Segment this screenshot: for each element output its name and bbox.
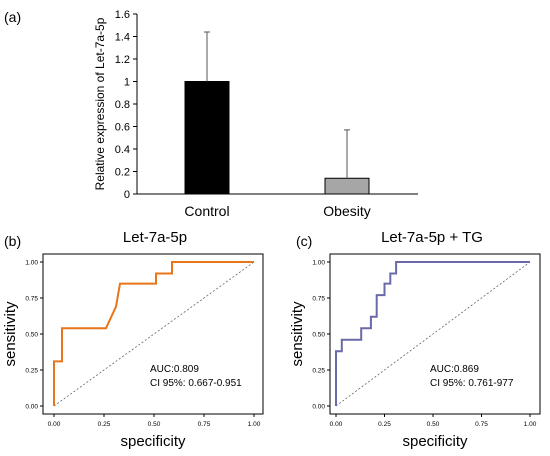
y-tick-label: 1.6 (115, 9, 130, 21)
y-tick-label: 0.50 (25, 332, 38, 339)
x-tick-label: 0.50 (427, 421, 440, 428)
roc-xlabel: specificity (402, 433, 468, 450)
roc-chart-let7a-tg: Let-7a-5p + TG specificity sensitivity A… (289, 229, 541, 450)
roc-xlabel: specificity (120, 433, 186, 450)
y-tick-label: 1 (124, 77, 130, 89)
roc-chart-let7a: Let-7a-5p specificity sensitivity AUC:0.… (2, 229, 264, 450)
x-tick-label: 1.00 (248, 421, 261, 428)
y-tick-label: 1.00 (25, 260, 38, 267)
y-tick-label: 0.4 (115, 144, 130, 156)
roc-auc-annotation: AUC:0.869 (430, 364, 479, 375)
x-tick-label: 0.50 (148, 421, 161, 428)
y-tick-label: 0.6 (115, 122, 130, 134)
y-tick-label: 0.8 (115, 99, 130, 111)
bar-chart-ylabel: Relative expression of Let-7a-5p (93, 17, 107, 190)
roc-title: Let-7a-5p + TG (381, 229, 483, 246)
x-tick-label: 0.00 (48, 421, 61, 428)
y-tick-label: 1.2 (115, 54, 130, 66)
y-tick-label: 0.25 (312, 368, 325, 375)
roc-auc-annotation: AUC:0.809 (150, 364, 199, 375)
y-tick-label: 0.2 (115, 167, 130, 179)
roc-curve (53, 261, 254, 406)
y-tick-label: 0 (124, 189, 130, 201)
roc-ci-annotation: CI 95%: 0.761-977 (430, 378, 514, 389)
bar (184, 81, 230, 195)
x-category-label: Control (184, 203, 229, 219)
y-tick-label: 0.25 (25, 368, 38, 375)
x-tick-label: 1.00 (524, 421, 537, 428)
y-tick-label: 0.00 (312, 404, 325, 411)
x-tick-label: 0.75 (475, 421, 488, 428)
roc-ci-annotation: CI 95%: 0.667-0.951 (150, 378, 242, 389)
roc-title: Let-7a-5p (123, 229, 187, 246)
y-tick-label: 0.75 (25, 296, 38, 303)
panel-label-b: (b) (4, 233, 21, 249)
reference-diagonal (53, 261, 255, 407)
y-tick-label: 0.50 (312, 332, 325, 339)
bar-chart: Relative expression of Let-7a-5p 0 0.2 0.4… (93, 9, 418, 219)
roc-ylabel: sensitivity (289, 301, 306, 367)
roc-curve (335, 261, 530, 406)
x-tick-label: 0.25 (378, 421, 391, 428)
x-tick-label: 0.75 (198, 421, 211, 428)
y-tick-label: 0.00 (25, 404, 38, 411)
reference-diagonal (335, 261, 531, 407)
x-tick-label: 0.25 (98, 421, 111, 428)
panel-label-c: (c) (296, 233, 312, 249)
plot-frame (42, 253, 264, 415)
y-tick-label: 1.00 (312, 260, 325, 267)
panel-label-a: (a) (4, 9, 21, 25)
y-tick-label: 1.4 (115, 32, 130, 44)
y-tick-label: 0.75 (312, 296, 325, 303)
x-tick-label: 0.00 (330, 421, 343, 428)
bar (324, 177, 370, 195)
x-category-label: Obesity (323, 203, 370, 219)
roc-ylabel: sensitivity (2, 301, 19, 367)
